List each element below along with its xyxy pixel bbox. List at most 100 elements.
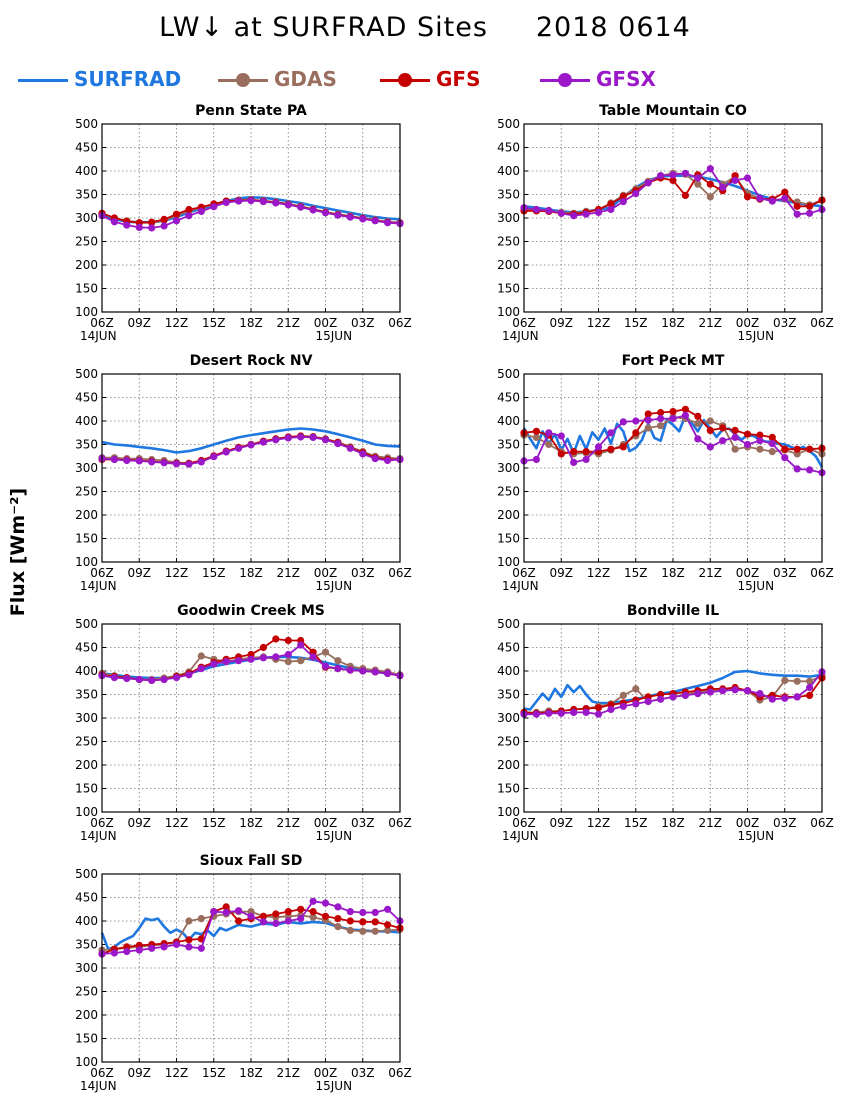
data-point-gfs <box>644 410 652 418</box>
data-point-gfsx <box>594 208 603 216</box>
data-point-gfsx <box>657 695 665 703</box>
data-point-gfs <box>706 426 714 434</box>
data-point-gfsx <box>731 686 739 694</box>
data-point-gfsx <box>197 665 205 673</box>
x-tick-label: 03Z <box>351 1066 375 1080</box>
data-point-gfs <box>297 905 305 913</box>
data-point-gfs <box>185 936 193 944</box>
data-point-gfsx <box>135 457 143 465</box>
data-point-gfs <box>172 210 181 218</box>
data-point-gfsx <box>632 417 640 425</box>
chart-title: Penn State PA <box>195 103 307 119</box>
data-point-gfsx <box>259 198 267 206</box>
data-point-gfsx <box>247 441 255 449</box>
data-point-gfsx <box>557 709 565 717</box>
data-point-gdas <box>284 658 292 666</box>
data-point-gfsx <box>768 695 776 703</box>
data-point-gfs <box>284 636 292 645</box>
series-gfsx <box>98 641 404 685</box>
data-point-gdas <box>359 927 367 935</box>
data-point-gfsx <box>793 210 801 218</box>
x-tick-label: 15Z <box>202 316 226 330</box>
series-line-surfrad <box>101 427 401 454</box>
data-point-gfsx <box>669 693 677 701</box>
data-point-gfsx <box>247 912 255 920</box>
data-point-gfsx <box>197 207 205 215</box>
data-point-gfsx <box>123 221 131 229</box>
data-point-gdas <box>197 915 205 923</box>
y-tick-label: 250 <box>497 485 520 499</box>
data-point-gfs <box>384 921 392 929</box>
plot-frame <box>101 623 401 813</box>
x-tick-label: 18Z <box>239 566 263 580</box>
y-tick-label: 150 <box>75 282 98 296</box>
x-tick-label: 06Z <box>90 1066 114 1080</box>
data-point-gfsx <box>346 444 354 452</box>
legend-label: GDAS <box>274 67 337 91</box>
x-tick-label: 06Z <box>388 816 412 830</box>
data-point-gdas <box>706 417 714 425</box>
data-point-gfs <box>781 188 789 196</box>
data-point-gfs <box>719 424 727 432</box>
data-point-gfsx <box>619 198 627 206</box>
data-point-gfsx <box>384 219 392 227</box>
y-tick-label: 400 <box>497 664 520 678</box>
data-point-gfsx <box>172 217 181 225</box>
legend-label: SURFRAD <box>74 67 182 91</box>
data-point-gfsx <box>644 179 652 187</box>
x-tick-label: 15Z <box>624 816 648 830</box>
data-point-gfsx <box>719 183 727 191</box>
x-tick-label: 06Z <box>388 566 412 580</box>
data-point-gfsx <box>321 899 330 907</box>
x-tick-label: 06Z <box>90 316 114 330</box>
data-point-gfs <box>309 908 317 916</box>
data-point-gfsx <box>607 705 615 714</box>
data-point-gdas <box>694 419 702 427</box>
data-point-gfsx <box>532 205 541 214</box>
data-point-gfsx <box>694 174 702 182</box>
data-point-gfsx <box>210 908 218 916</box>
y-tick-label: 100 <box>497 805 520 819</box>
data-point-gfs <box>321 912 330 920</box>
chart-title: Desert Rock NV <box>190 353 313 369</box>
data-point-gdas <box>334 923 342 931</box>
data-point-gfsx <box>632 190 640 198</box>
chart-title: Bondville IL <box>627 603 719 619</box>
data-point-gfsx <box>644 697 652 706</box>
data-point-gfsx <box>185 671 193 679</box>
data-point-gfs <box>669 176 677 184</box>
data-point-gfsx <box>334 903 342 911</box>
data-point-gfsx <box>719 437 727 445</box>
data-point-gfsx <box>632 700 640 708</box>
data-point-gfs <box>706 180 714 188</box>
y-tick-label: 450 <box>75 891 98 905</box>
x-tick-label: 00Z <box>314 566 338 580</box>
chart-panel-2: Desert Rock NV 06Z 09Z 12Z 15Z 18Z 21Z 00Z 03Z 06… <box>75 353 412 593</box>
data-point-gfsx <box>110 218 118 226</box>
data-point-gdas <box>384 926 392 935</box>
date-label: 14JUN <box>80 1079 117 1093</box>
y-tick-label: 350 <box>497 438 520 452</box>
data-point-gfsx <box>768 440 776 448</box>
x-tick-label: 12Z <box>587 566 611 580</box>
data-point-gfsx <box>371 455 379 463</box>
data-point-gfsx <box>346 666 354 674</box>
data-point-gfsx <box>222 448 230 456</box>
x-tick-label: 12Z <box>165 316 189 330</box>
y-tick-label: 200 <box>75 758 98 772</box>
y-tick-label: 450 <box>497 391 520 405</box>
data-point-gfsx <box>669 415 677 423</box>
x-tick-label: 18Z <box>239 816 263 830</box>
x-tick-label: 00Z <box>736 566 760 580</box>
data-point-gfs <box>793 445 801 453</box>
data-point-gfsx <box>272 919 280 928</box>
data-point-gdas <box>532 433 541 441</box>
data-point-gfsx <box>284 917 292 925</box>
data-point-gfsx <box>619 702 627 710</box>
data-point-gfsx <box>185 212 193 220</box>
data-point-gfsx <box>210 453 218 461</box>
data-point-gfsx <box>644 416 652 424</box>
y-tick-label: 200 <box>497 758 520 772</box>
data-point-gfsx <box>110 674 118 682</box>
